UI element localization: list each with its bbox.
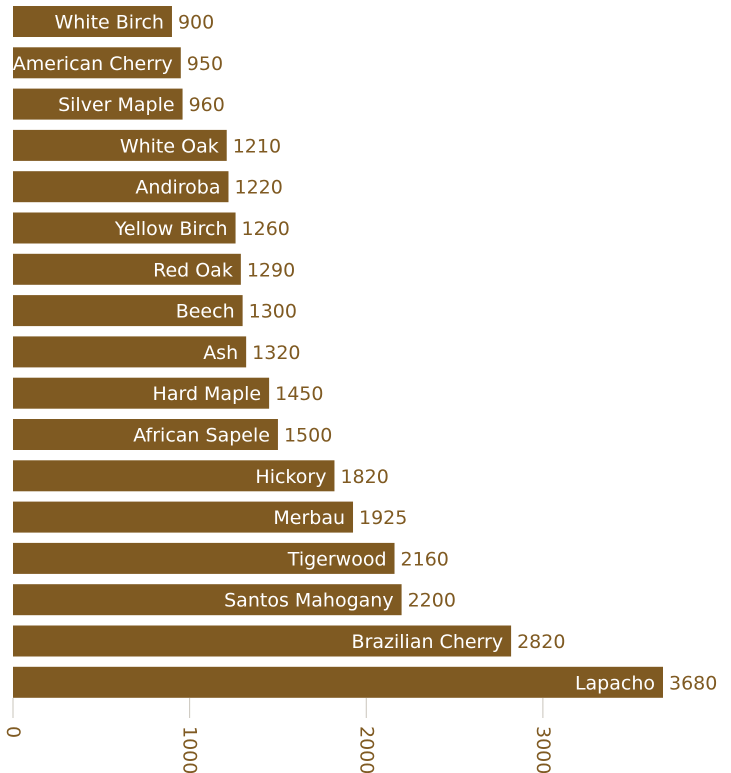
value-label: 1500 xyxy=(284,425,332,447)
x-tick-label: 2000 xyxy=(355,726,377,773)
category-label: Brazilian Cherry xyxy=(352,631,504,653)
category-label: White Oak xyxy=(120,135,219,157)
category-label: American Cherry xyxy=(13,53,173,75)
x-axis: 0 1000 2000 3000 xyxy=(2,698,554,773)
value-label: 1260 xyxy=(242,218,290,240)
value-label: 960 xyxy=(189,94,225,116)
category-label: Merbau xyxy=(273,507,345,529)
x-tick-label: 3000 xyxy=(532,726,554,773)
category-label: Tigerwood xyxy=(287,548,387,570)
category-label: Ash xyxy=(203,342,238,364)
value-label: 1820 xyxy=(340,466,388,488)
bar xyxy=(13,667,663,698)
value-label: 1450 xyxy=(275,383,323,405)
value-label: 950 xyxy=(187,53,223,75)
value-label: 1210 xyxy=(233,135,281,157)
x-tick-label: 0 xyxy=(2,726,24,738)
x-tick-label: 1000 xyxy=(179,726,201,773)
category-label: Hard Maple xyxy=(153,383,262,405)
category-label: Beech xyxy=(176,301,235,323)
category-label: Lapacho xyxy=(575,672,655,694)
value-label: 1290 xyxy=(247,259,295,281)
value-label: 900 xyxy=(178,12,214,34)
value-label: 1925 xyxy=(359,507,407,529)
category-label: Santos Mahogany xyxy=(224,590,393,612)
category-label: Silver Maple xyxy=(58,94,174,116)
category-label: African Sapele xyxy=(133,425,270,447)
category-label: Hickory xyxy=(255,466,326,488)
category-label: Andiroba xyxy=(135,177,220,199)
category-label: White Birch xyxy=(54,12,163,34)
value-label: 2200 xyxy=(408,590,456,612)
value-label: 1320 xyxy=(252,342,300,364)
category-label: Yellow Birch xyxy=(114,218,228,240)
value-label: 1220 xyxy=(234,177,282,199)
value-label: 1300 xyxy=(249,301,297,323)
value-label: 3680 xyxy=(669,672,717,694)
value-label: 2820 xyxy=(517,631,565,653)
value-label: 2160 xyxy=(401,548,449,570)
category-label: Red Oak xyxy=(153,259,233,281)
